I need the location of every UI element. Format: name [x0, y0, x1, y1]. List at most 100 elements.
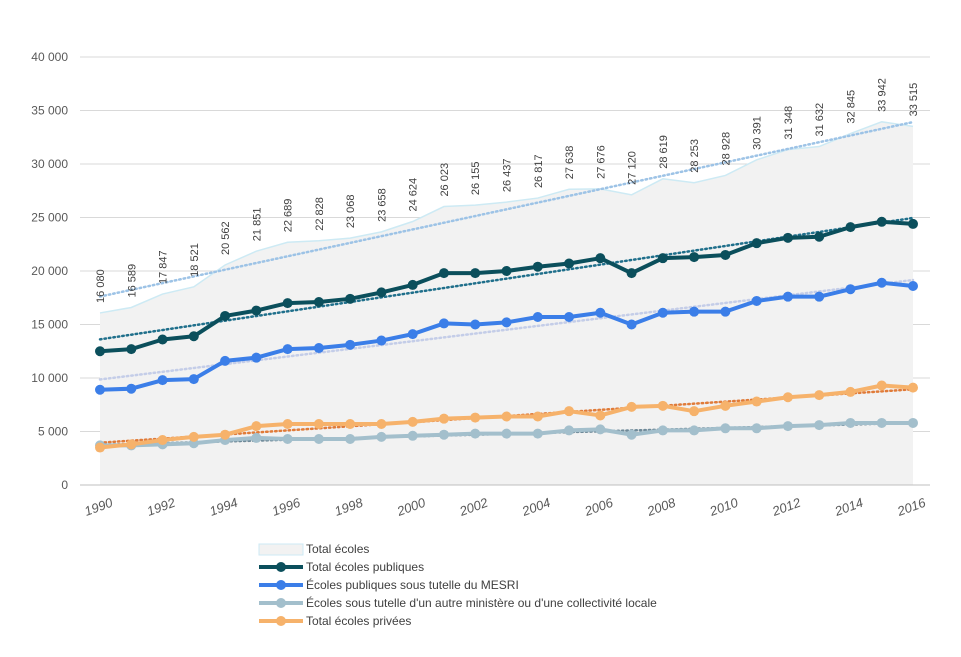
data-point: [814, 390, 825, 401]
total-ecoles-area: [99, 121, 914, 485]
data-point: [751, 423, 762, 434]
x-tick-label: 2010: [707, 495, 741, 520]
data-point: [345, 293, 356, 304]
y-tick-label: 15 000: [31, 318, 68, 332]
data-point: [438, 429, 449, 440]
data-point: [751, 295, 762, 306]
y-tick-label: 0: [61, 478, 68, 492]
data-point: [782, 232, 793, 243]
trendline: [98, 120, 915, 298]
y-tick-label: 40 000: [31, 50, 68, 64]
data-label: 24 624: [408, 178, 420, 212]
legend-label: Total écoles: [306, 542, 369, 556]
area-edge: [99, 121, 914, 314]
legend-marker: [276, 598, 286, 608]
data-labels: 16 080 16 589 17 847 18 521 20 562 21 851 22 6…: [95, 78, 920, 303]
data-point: [95, 346, 105, 357]
data-point: [157, 435, 168, 446]
data-point: [657, 425, 668, 436]
data-label: 22 689: [283, 199, 295, 233]
data-point: [657, 400, 668, 411]
x-tick-label: 1996: [270, 495, 303, 519]
data-point: [564, 406, 575, 417]
data-label: 23 658: [376, 188, 388, 222]
data-label: 33 515: [908, 83, 920, 117]
x-tick-label: 2004: [519, 495, 552, 519]
data-point: [376, 431, 387, 442]
data-point: [251, 305, 262, 316]
data-label: 16 589: [126, 264, 138, 298]
data-point: [407, 279, 418, 290]
y-tick-label: 25 000: [31, 211, 68, 225]
data-label: 23 068: [345, 195, 357, 229]
legend-label: Total écoles publiques: [306, 560, 424, 574]
data-point: [313, 419, 324, 430]
data-point: [689, 406, 700, 417]
x-tick-label: 1992: [145, 495, 178, 519]
data-point: [782, 291, 793, 302]
data-label: 22 828: [314, 197, 326, 231]
data-point: [282, 419, 293, 430]
data-point: [876, 380, 887, 391]
x-tick-label: 2012: [769, 495, 803, 520]
data-point: [814, 231, 825, 242]
data-point: [95, 442, 105, 453]
data-point: [501, 428, 512, 439]
data-point: [251, 421, 262, 432]
data-point: [220, 355, 231, 366]
data-label: 33 942: [877, 78, 889, 112]
legend-label: Écoles publiques sous tutelle du MESRI: [306, 577, 519, 592]
data-point: [908, 382, 918, 393]
data-point: [220, 310, 231, 321]
data-point: [908, 417, 918, 428]
data-label: 18 521: [189, 243, 201, 277]
data-point: [376, 335, 387, 346]
x-tick-label: 2016: [894, 495, 928, 520]
data-label: 28 619: [658, 135, 670, 169]
data-point: [845, 417, 856, 428]
data-point: [126, 344, 137, 355]
data-point: [95, 384, 105, 395]
data-point: [438, 413, 449, 424]
data-point: [251, 432, 262, 443]
data-point: [251, 352, 262, 363]
data-point: [657, 253, 668, 264]
data-point: [376, 419, 387, 430]
data-point: [626, 319, 637, 330]
x-tick-label: 1994: [207, 495, 239, 519]
legend-label: Total écoles privées: [306, 614, 411, 628]
series-lines: [95, 216, 918, 453]
data-point: [313, 343, 324, 354]
area-fill: [100, 121, 913, 485]
data-label: 32 845: [845, 90, 857, 124]
data-point: [313, 297, 324, 308]
data-point: [313, 433, 324, 444]
data-point: [126, 383, 137, 394]
data-point: [595, 307, 606, 318]
data-point: [845, 386, 856, 397]
data-point: [782, 421, 793, 432]
data-point: [438, 318, 449, 329]
data-point: [407, 416, 418, 427]
data-label: 28 253: [689, 139, 701, 173]
data-label: 31 632: [814, 103, 826, 137]
x-tick-label: 2000: [394, 495, 428, 520]
data-point: [470, 412, 481, 423]
data-point: [876, 417, 887, 428]
data-point: [595, 424, 606, 435]
data-point: [720, 249, 731, 260]
data-label: 26 023: [439, 163, 451, 197]
data-point: [564, 425, 575, 436]
data-point: [501, 317, 512, 328]
legend-marker: [276, 580, 286, 590]
data-point: [282, 433, 293, 444]
y-tick-label: 5 000: [38, 425, 68, 439]
data-point: [157, 375, 168, 386]
data-point: [345, 339, 356, 350]
legend-label: Écoles sous tutelle d'un autre ministère…: [306, 595, 657, 610]
data-label: 27 638: [564, 146, 576, 180]
data-point: [689, 306, 700, 317]
data-point: [908, 280, 918, 291]
data-label: 26 437: [502, 158, 514, 192]
data-label: 27 120: [627, 151, 639, 185]
